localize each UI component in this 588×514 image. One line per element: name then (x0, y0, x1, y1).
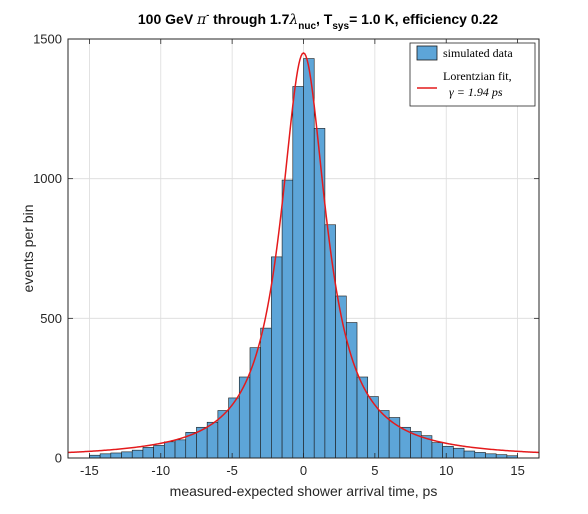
histogram-bar (303, 58, 315, 459)
x-axis-label: measured-expected shower arrival time, p… (170, 483, 438, 499)
x-tick-label: 10 (439, 463, 453, 478)
histogram-bar (485, 453, 497, 459)
histogram-bar (442, 445, 454, 459)
histogram-bar (110, 452, 122, 459)
legend-label-simulated-data: simulated data (443, 46, 513, 60)
histogram-bar (324, 224, 336, 459)
histogram-bar (431, 442, 443, 459)
histogram-bar (453, 447, 465, 459)
x-tick-label: -5 (226, 463, 238, 478)
x-tick-label: -10 (151, 463, 170, 478)
y-tick-label: 0 (55, 451, 62, 466)
y-tick-label: 1500 (33, 32, 62, 47)
histogram-bar (495, 454, 508, 459)
histogram-bar (367, 396, 379, 459)
histogram-bar (164, 441, 176, 459)
y-tick-label: 500 (40, 311, 62, 326)
histogram-bar (356, 376, 369, 459)
histogram-bar (335, 295, 347, 459)
chart-title: 100 GeV π- through 1.7λnuc, Tsys= 1.0 K,… (138, 10, 498, 32)
legend-label-gamma: γ = 1.94 ps (449, 85, 503, 99)
histogram-bar (260, 327, 272, 459)
x-tick-label: 15 (510, 463, 524, 478)
x-tick-label: 5 (371, 463, 378, 478)
y-tick-label: 1000 (33, 171, 62, 186)
histogram-bar (249, 347, 261, 459)
histogram-bar (174, 439, 187, 459)
histogram-bar (238, 376, 251, 459)
legend-swatch-simulated-data (416, 45, 438, 61)
histogram-bar (142, 447, 154, 459)
x-tick-label: 0 (300, 463, 307, 478)
histogram-bar (153, 445, 165, 459)
histogram-bar (292, 86, 304, 459)
histogram-bar (99, 453, 112, 459)
histogram-bar (281, 179, 294, 459)
x-tick-label: -15 (80, 463, 99, 478)
histogram-bar (474, 452, 486, 459)
histogram-bar (313, 128, 326, 459)
legend: simulated data Lorentzian fit, γ = 1.94 … (409, 42, 536, 107)
histogram-bar (131, 449, 144, 459)
axis-ticks: -15 -10 -5 0 5 10 15 0 500 1000 1500 (33, 32, 539, 478)
lorentzian-fit-curve (67, 52, 540, 454)
histogram-bar (271, 256, 283, 459)
legend-label-lorentzian-fit: Lorentzian fit, (443, 69, 512, 83)
histogram-bar (463, 450, 476, 459)
histogram-bars (89, 58, 518, 459)
histogram-bar (121, 451, 133, 459)
y-axis-label: events per bin (20, 205, 36, 293)
histogram-bar (206, 421, 219, 459)
